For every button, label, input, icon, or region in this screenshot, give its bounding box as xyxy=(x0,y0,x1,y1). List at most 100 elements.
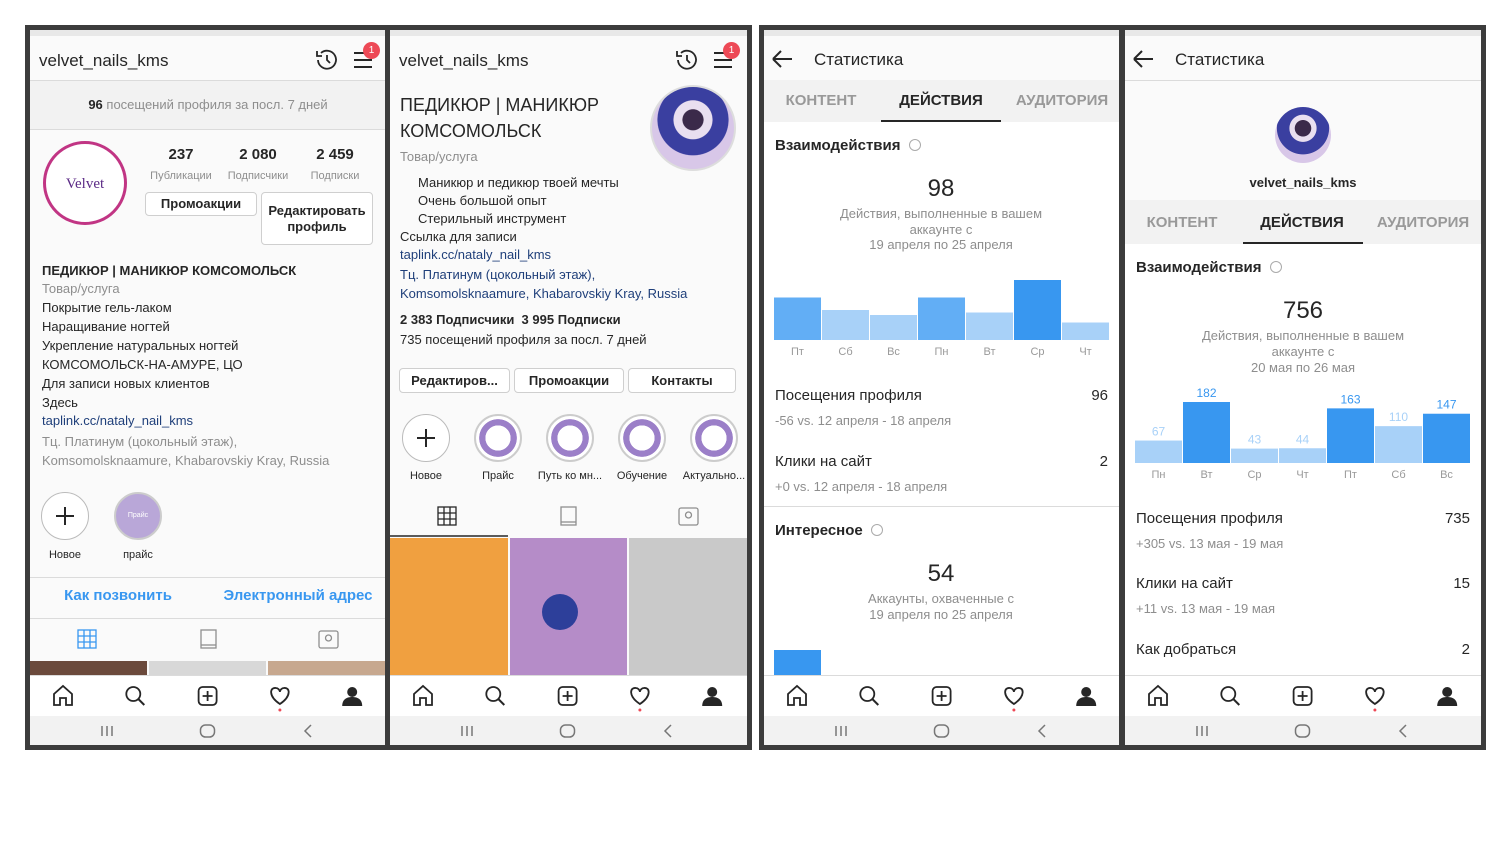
highlight-cover[interactable] xyxy=(618,414,666,462)
nav-home[interactable] xyxy=(787,684,807,706)
address[interactable]: Тц. Платинум (цокольный этаж), Komsomols… xyxy=(400,267,688,301)
nav-profile[interactable] xyxy=(702,687,723,706)
highlight-cover[interactable] xyxy=(690,414,738,462)
nav-home[interactable] xyxy=(53,684,73,706)
highlight-cover[interactable] xyxy=(546,414,594,462)
nav-home[interactable] xyxy=(413,684,433,706)
section-title: Взаимодействия xyxy=(775,137,901,154)
tagged-tab[interactable] xyxy=(318,630,339,649)
tagged-tab[interactable] xyxy=(678,507,699,526)
tab[interactable]: АУДИТОРИЯ xyxy=(1376,214,1470,231)
igtv-tab[interactable] xyxy=(200,629,217,649)
edit-profile-button[interactable]: Редактировать профиль xyxy=(261,192,373,245)
sys-home[interactable] xyxy=(199,724,216,738)
new-highlight[interactable] xyxy=(402,414,450,462)
nav-new-post[interactable] xyxy=(1292,686,1313,706)
nav-search[interactable] xyxy=(859,686,880,706)
photo-thumb[interactable] xyxy=(30,661,147,675)
profile-screen: velvet_nails_kms 1 ПЕДИКЮР | МАНИКЮР КОМ… xyxy=(390,30,747,745)
sys-recent[interactable] xyxy=(1196,726,1208,736)
category: Товар/услуга xyxy=(400,149,478,164)
username[interactable]: velvet_nails_kms xyxy=(39,51,169,70)
sys-back[interactable] xyxy=(303,724,312,738)
bio-line: КОМСОМОЛЬСК-НА-АМУРЕ, ЦО xyxy=(42,357,243,372)
sys-back[interactable] xyxy=(663,724,672,738)
info-icon[interactable] xyxy=(871,524,883,536)
nav-new-post[interactable] xyxy=(557,686,578,706)
tab[interactable]: ДЕЙСТВИЯ xyxy=(899,92,983,109)
nav-activity[interactable] xyxy=(630,687,650,712)
back-arrow[interactable] xyxy=(770,48,796,70)
avatar[interactable]: Velvet xyxy=(43,141,127,225)
bar xyxy=(1279,448,1326,463)
nav-search[interactable] xyxy=(125,686,146,706)
system-nav xyxy=(30,716,385,745)
sys-back[interactable] xyxy=(1398,724,1407,738)
promo-button[interactable]: Промоакции xyxy=(145,192,257,216)
sys-home[interactable] xyxy=(1294,724,1311,738)
plus-icon xyxy=(56,507,74,525)
tab[interactable]: ДЕЙСТВИЯ xyxy=(1260,214,1344,231)
bottom-nav xyxy=(30,675,385,717)
tab[interactable]: АУДИТОРИЯ xyxy=(1015,92,1109,109)
nav-search[interactable] xyxy=(485,686,506,706)
highlight-cover[interactable]: Прайс xyxy=(114,492,162,540)
email-button[interactable]: Электронный адрес xyxy=(223,587,373,604)
sys-back[interactable] xyxy=(1037,724,1046,738)
bio-link[interactable]: taplink.cc/nataly_nail_kms xyxy=(400,247,552,262)
day-label: Сб xyxy=(838,346,852,358)
new-highlight[interactable] xyxy=(41,492,89,540)
nav-profile[interactable] xyxy=(1437,687,1458,706)
nav-activity[interactable] xyxy=(1365,687,1385,712)
grid-tab[interactable] xyxy=(437,506,457,526)
sys-recent[interactable] xyxy=(835,726,847,736)
content-tabs xyxy=(390,506,747,675)
system-icons xyxy=(835,724,1046,738)
nav-profile[interactable] xyxy=(342,687,363,706)
metric-comparison: -56 vs. 12 апреля - 18 апреля xyxy=(775,413,952,428)
day-label: Вт xyxy=(983,346,995,358)
history-icon[interactable] xyxy=(316,49,337,70)
day-label: Пт xyxy=(791,346,804,358)
sys-home[interactable] xyxy=(933,724,950,738)
metric-comparison: +0 vs. 12 апреля - 18 апреля xyxy=(775,479,948,494)
nav-activity[interactable] xyxy=(270,687,290,712)
history-icon[interactable] xyxy=(676,49,697,70)
photo-thumb[interactable] xyxy=(629,538,747,675)
nav-search[interactable] xyxy=(1220,686,1241,706)
nav-profile[interactable] xyxy=(1076,687,1097,706)
tab[interactable]: КОНТЕНТ xyxy=(1146,214,1218,231)
promo-button[interactable]: Промоакции xyxy=(514,368,624,393)
nav-new-post[interactable] xyxy=(931,686,952,706)
contacts-button[interactable]: Контакты xyxy=(628,368,736,393)
highlight-label: Актуально... xyxy=(682,470,746,482)
grid-tab[interactable] xyxy=(77,629,97,649)
igtv-tab[interactable] xyxy=(560,506,577,526)
nav-new-post[interactable] xyxy=(197,686,218,706)
value-label: 67 xyxy=(1152,425,1166,439)
tab[interactable]: КОНТЕНТ xyxy=(785,92,857,109)
back-arrow[interactable] xyxy=(1131,48,1157,70)
sys-recent[interactable] xyxy=(461,726,473,736)
system-icons xyxy=(461,724,672,738)
nav-icons xyxy=(413,684,723,712)
metric-label: Как добраться xyxy=(1136,641,1237,658)
logo-text: Velvet xyxy=(65,176,105,192)
edit-profile-button[interactable]: Редактиров... xyxy=(399,368,510,393)
username[interactable]: velvet_nails_kms xyxy=(399,51,529,70)
info-icon[interactable] xyxy=(909,139,921,151)
nav-home[interactable] xyxy=(1148,684,1168,706)
sys-recent[interactable] xyxy=(101,726,113,736)
info-icon[interactable] xyxy=(1270,261,1282,273)
call-button[interactable]: Как позвонить xyxy=(64,587,172,604)
nav-icons xyxy=(53,684,363,712)
photo-thumb[interactable] xyxy=(390,538,508,675)
avatar[interactable] xyxy=(650,85,736,171)
avatar[interactable] xyxy=(1275,107,1331,163)
sys-home[interactable] xyxy=(559,724,576,738)
photo-thumb[interactable] xyxy=(149,661,266,675)
highlight-cover[interactable] xyxy=(474,414,522,462)
photo-thumb[interactable] xyxy=(268,661,385,675)
bio-link[interactable]: taplink.cc/nataly_nail_kms xyxy=(42,413,194,428)
nav-activity[interactable] xyxy=(1004,687,1024,712)
